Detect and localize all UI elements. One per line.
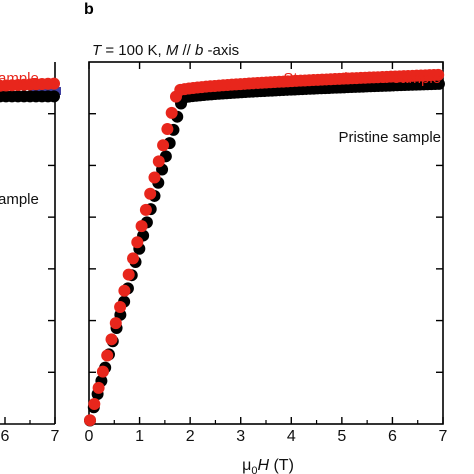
condition-T: T [92, 42, 103, 59]
x-tick-label-5: 5 [337, 428, 346, 445]
stress-released-point [109, 317, 122, 330]
panel-a-xtick-7: 7 [51, 428, 60, 445]
x-axis-title-H: H [257, 457, 269, 474]
stress-released-point [96, 365, 109, 378]
panel-b: b T = 100 K, M // b -axis 0 1 2 3 4 5 6 7 Stres… [84, 1, 448, 474]
stress-released-point [135, 220, 148, 233]
stress-released-point [139, 203, 152, 216]
panel-a-pristine-point [48, 90, 60, 103]
stress-released-point [165, 106, 178, 119]
panel-a-black-label: ample [0, 191, 39, 208]
panel-a-stress-point [48, 77, 60, 90]
x-tick-label-6: 6 [388, 428, 397, 445]
legend-pristine: Pristine sample [338, 129, 441, 146]
x-tick-label-7: 7 [439, 428, 448, 445]
stress-released-point [92, 381, 105, 394]
x-axis-title-mu: μ [242, 457, 251, 474]
x-axis-title: μ0H (T) [242, 457, 294, 474]
x-tick-label-0: 0 [85, 428, 94, 445]
stress-released-point [126, 252, 139, 265]
stress-released-point [157, 139, 170, 152]
x-axis-title-unit: (T) [269, 457, 294, 474]
stress-released-point [88, 398, 101, 411]
stress-released-point [161, 123, 174, 136]
stress-released-point [105, 333, 118, 346]
x-tick-label-4: 4 [287, 428, 296, 445]
stress-released-point [144, 187, 157, 200]
stress-released-point [118, 284, 131, 297]
panel-b-condition: T = 100 K, M // b -axis [92, 42, 239, 59]
stress-released-point [131, 236, 144, 249]
stress-released-point [148, 171, 161, 184]
condition-part1: = 100 K, [101, 42, 166, 59]
condition-part3: -axis [203, 42, 239, 59]
condition-M: M [166, 42, 179, 59]
condition-b: b [195, 42, 203, 59]
stress-released-point [122, 268, 135, 281]
x-tick-label-3: 3 [236, 428, 245, 445]
panel-b-x-tick-labels: 0 1 2 3 4 5 6 7 [85, 428, 448, 445]
panel-a-ticks [4, 113, 56, 424]
panel-a-xtick-6: 6 [1, 428, 10, 445]
stress-released-point [84, 414, 97, 427]
pristine-point [432, 77, 445, 90]
panel-a-red-label: ample [0, 70, 39, 87]
condition-part2: // [178, 42, 195, 59]
stress-released-point [101, 349, 114, 362]
panel-letter-b: b [84, 1, 94, 18]
x-tick-label-2: 2 [186, 428, 195, 445]
stress-released-point [114, 300, 127, 313]
stress-released-point [432, 68, 445, 81]
panel-a: ample ample 6 7 [0, 62, 61, 445]
panel-a-points [0, 77, 61, 103]
panel-b-points [84, 68, 445, 427]
legend-stress-released: Stress-released sample [283, 70, 441, 87]
x-axis-title-sub: 0 [251, 465, 257, 474]
x-tick-label-1: 1 [135, 428, 144, 445]
stress-released-point [152, 155, 165, 168]
